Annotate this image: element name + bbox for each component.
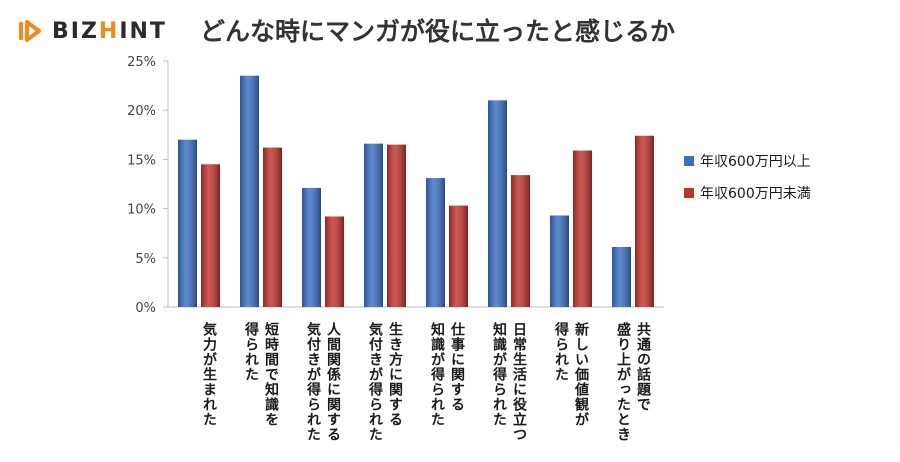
x-category-label: 知識が得られた [429, 321, 446, 427]
bar-shading [364, 143, 383, 307]
y-tick-label: 10% [127, 203, 156, 218]
x-category-label: 短時間で知識を [263, 321, 279, 427]
x-category-label: 日常生活に役立つ [511, 322, 527, 442]
x-category-label: 共通の話題で [635, 321, 651, 412]
bar-shading [449, 205, 468, 307]
bar-shading [325, 216, 344, 307]
x-category-label: 仕事に関する [449, 321, 466, 412]
logo-wordmark: BIZHINT [52, 18, 167, 44]
bar-shading [387, 144, 406, 307]
legend-swatch [684, 188, 694, 198]
legend-swatch [684, 156, 694, 166]
y-tick-label: 25% [127, 55, 156, 70]
x-category-label: 得られた [243, 321, 260, 382]
y-tick-label: 5% [135, 252, 156, 267]
bar-shading [240, 75, 259, 307]
y-tick-label: 0% [135, 301, 156, 316]
legend-label: 年収600万円未満 [700, 186, 811, 202]
bar-shading [550, 215, 569, 307]
bar-shading [612, 246, 631, 307]
x-category-label: 盛り上がったとき [615, 321, 631, 442]
bar-shading [511, 175, 530, 307]
legend-label: 年収600万円以上 [700, 154, 811, 170]
x-category-label: 得られた [553, 321, 570, 382]
bar-shading [302, 187, 321, 307]
x-category-label: 気付きが得られた [367, 321, 384, 442]
bizhint-logo: BIZHINT [18, 18, 167, 44]
x-category-label: 気力が生まれた [201, 321, 217, 427]
bar-shading [178, 139, 197, 307]
x-category-label: 気付きが得られた [305, 321, 322, 442]
page-title: どんな時にマンガが役に立ったと感じるか [200, 17, 676, 46]
bar-shading [263, 147, 282, 307]
x-category-label: 人間関係に関する [325, 321, 341, 442]
bizhint-logo-icon [19, 20, 41, 42]
bar-shading [635, 135, 654, 307]
x-category-label: 生き方に関する [387, 321, 403, 427]
y-tick-label: 15% [127, 153, 156, 168]
bar-shading [488, 100, 507, 307]
bar-shading [573, 150, 592, 307]
x-category-label: 新しい価値観が [573, 321, 590, 427]
bar-shading [426, 178, 445, 307]
x-category-label: 知識が得られた [491, 321, 508, 427]
y-tick-label: 20% [127, 104, 156, 119]
bar-shading [201, 164, 220, 307]
